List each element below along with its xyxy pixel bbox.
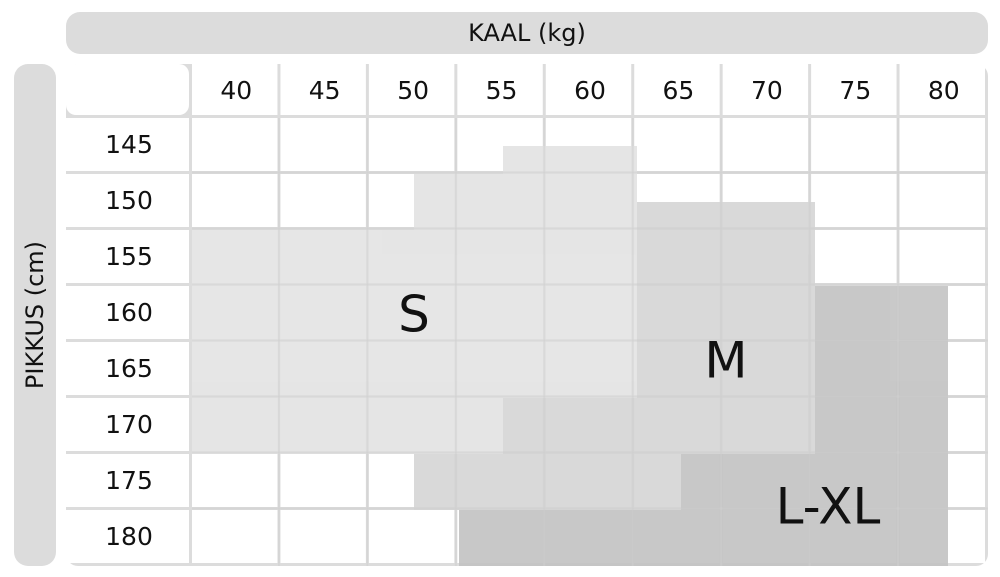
- axis-labels: 40 45 50 55 60 65 70 75 80 145 150 155 160 165 170 175 1…: [105, 76, 960, 551]
- height-label: 155: [105, 242, 153, 271]
- size-label: M: [704, 332, 747, 390]
- cell: [280, 510, 366, 563]
- weight-label: 50: [397, 76, 429, 105]
- header-cell: [811, 64, 897, 115]
- cell: [899, 174, 985, 227]
- cell: [722, 118, 809, 171]
- cell: [280, 118, 366, 171]
- height-label: 170: [105, 410, 153, 439]
- size-regions: [192, 146, 948, 566]
- height-header-bar: [14, 64, 56, 566]
- header-cell: [368, 64, 455, 115]
- row-header-cell: [66, 230, 189, 283]
- row-header-cell: [66, 174, 189, 227]
- cell: [899, 118, 985, 171]
- weight-label: 40: [220, 76, 252, 105]
- grid-lines: [192, 118, 988, 566]
- cell: [192, 510, 278, 563]
- cell: [192, 118, 278, 171]
- height-label: 160: [105, 298, 153, 327]
- region-l-xl: [459, 286, 948, 566]
- cell: [811, 230, 897, 283]
- weight-label: 60: [574, 76, 606, 105]
- header-cell: [280, 64, 366, 115]
- row-header-cell: [66, 118, 189, 171]
- cell: [811, 174, 897, 227]
- height-label: 145: [105, 130, 153, 159]
- weight-header-bar: [66, 12, 988, 54]
- height-label: 150: [105, 186, 153, 215]
- header-cell: [457, 64, 543, 115]
- header-cell: [899, 64, 985, 115]
- size-label: S: [398, 286, 430, 344]
- height-label: 180: [105, 522, 153, 551]
- cell: [192, 174, 278, 227]
- cell: [368, 118, 455, 171]
- row-header-cell: [66, 342, 189, 395]
- weight-label: 65: [663, 76, 695, 105]
- cell: [192, 454, 278, 507]
- header-cell: [192, 64, 278, 115]
- weight-label: 55: [486, 76, 518, 105]
- row-header-cell: [66, 286, 189, 339]
- height-title: PIKKUS (cm): [21, 241, 49, 389]
- size-label: L-XL: [776, 478, 881, 536]
- region-m: [414, 202, 815, 510]
- row-header-cell: [66, 510, 189, 563]
- weight-title: KAAL (kg): [468, 19, 586, 47]
- corner-cell: [66, 64, 189, 115]
- row-header-cell: [66, 398, 189, 451]
- header-cell: [545, 64, 632, 115]
- header-cell: [634, 64, 720, 115]
- cell: [811, 118, 897, 171]
- cell: [280, 174, 366, 227]
- region-s: [192, 146, 637, 454]
- height-label: 175: [105, 466, 153, 495]
- weight-label: 75: [839, 76, 871, 105]
- height-label: 165: [105, 354, 153, 383]
- weight-label: 45: [309, 76, 341, 105]
- weight-label: 70: [751, 76, 783, 105]
- cell: [368, 510, 455, 563]
- weight-label: 80: [928, 76, 960, 105]
- cell: [899, 230, 985, 283]
- cell: [280, 454, 366, 507]
- header-cell: [722, 64, 809, 115]
- row-header-cell: [66, 454, 189, 507]
- cell: [634, 118, 720, 171]
